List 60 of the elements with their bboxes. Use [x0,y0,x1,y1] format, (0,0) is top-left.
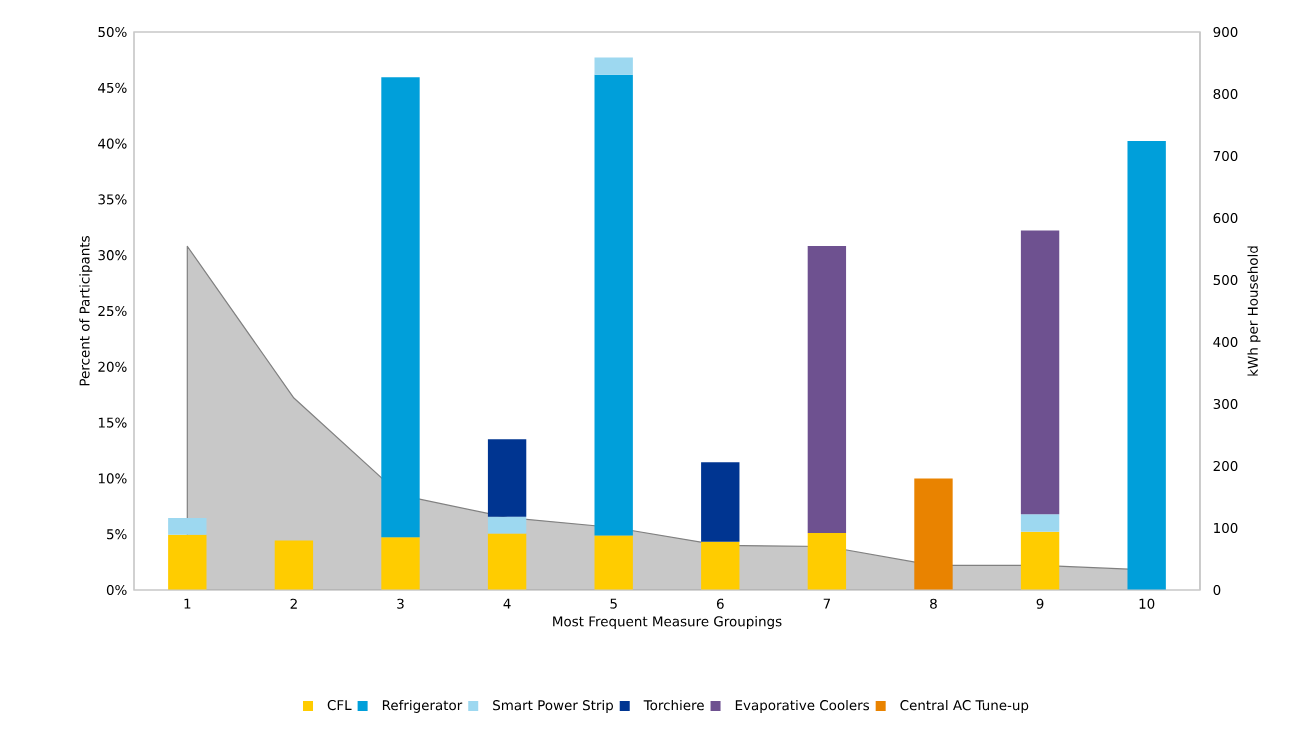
y-tick-label: 5% [107,529,127,540]
y2-tick-label: 300 [1213,398,1238,410]
x-axis-title: Most Frequent Measure Groupings [553,616,782,630]
bar [594,535,633,590]
legend-label: Evaporative Coolers [735,699,870,713]
y-tick-label: 40% [98,138,127,149]
legend-label: Torchiere [643,699,704,711]
y2-tick-label: 0 [1213,584,1221,596]
y2-tick-label: 800 [1213,88,1238,100]
x-tick-label: 2 [290,598,297,609]
legend-label: Refrigerator [382,699,463,713]
y2-tick-label: 900 [1213,26,1238,38]
y-tick-label: 15% [98,417,127,428]
bar [487,516,527,534]
bar [594,74,633,536]
y-tick-label: 45% [98,82,127,93]
y2-tick-label: 700 [1213,150,1238,162]
x-tick-label: 3 [397,598,404,609]
bar [594,57,633,75]
bar [168,518,207,535]
bar [1020,514,1060,532]
y-tick-label: 10% [98,473,127,484]
x-tick-label: 7 [823,598,830,609]
y-tick-label: 35% [98,194,127,205]
y2-axis-title: kWh per Household [1247,246,1261,376]
bar [914,478,953,590]
x-tick-label: 5 [610,598,617,609]
y2-tick-label: 600 [1213,212,1238,224]
legend-label: Smart Power Strip [493,699,613,713]
x-tick-label: 1 [184,598,191,609]
x-tick-label: 10 [1139,598,1155,609]
bar [807,532,847,590]
y2-tick-label: 200 [1213,460,1238,472]
y-tick-label: 0% [106,584,127,596]
y-axis-title: Percent of Participants [79,236,93,386]
y2-tick-label: 500 [1213,274,1238,286]
bar [168,534,207,590]
x-tick-label: 6 [716,598,724,609]
bar [701,462,740,542]
y2-tick-label: 100 [1214,522,1238,534]
y-tick-label: 50% [98,26,127,38]
bar [487,439,527,517]
x-tick-label: 9 [1036,598,1044,609]
x-tick-label: 8 [930,598,937,609]
bar [1127,141,1166,590]
y-tick-label: 20% [98,361,127,372]
bar [701,541,740,590]
legend-label: Central AC Tune-up [900,699,1029,713]
x-tick-label: 4 [503,598,511,609]
bar [1020,531,1060,590]
y-tick-label: 25% [98,305,127,317]
y2-tick-label: 400 [1213,336,1238,348]
legend-label: CFL [327,700,352,711]
bar [381,537,420,590]
bar [274,540,314,590]
bar [381,77,420,538]
bar [807,245,847,533]
y-tick-label: 30% [98,250,127,261]
bar [487,533,527,590]
bar [1020,230,1060,515]
